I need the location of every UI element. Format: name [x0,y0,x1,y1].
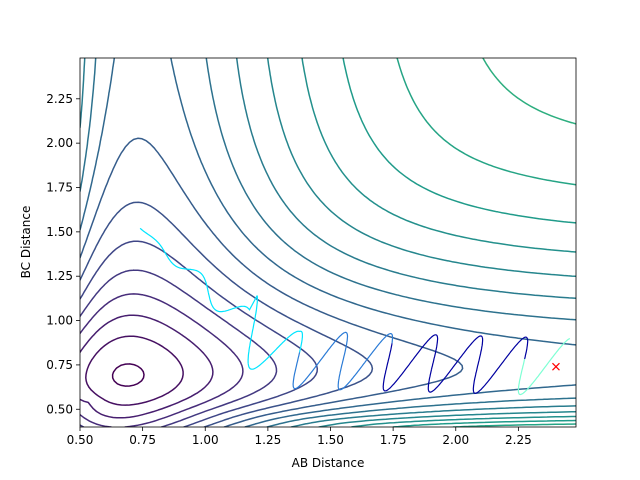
trajectory-segment [337,362,366,391]
x-tick-label: 2.25 [505,433,532,447]
trajectory-segment [157,241,174,265]
trajectory-segment [194,269,209,293]
trajectory-segment [472,352,511,394]
trajectory-segment [223,295,258,312]
contour-level [482,58,576,125]
trajectory-segment [428,334,439,370]
contour-level [85,335,184,406]
y-tick-label: 1.50 [46,225,73,239]
contour-lines [80,58,576,427]
plot-frame [79,57,577,428]
contour-level [80,240,319,427]
x-tick-label: 1.75 [380,433,407,447]
contour-level [80,293,244,427]
trajectory-segment [427,369,446,393]
y-tick-label: 2.25 [46,92,73,106]
contour-level [80,314,214,419]
trajectory-segment [172,263,195,271]
y-tick-label: 1.75 [46,181,73,195]
x-axis-label: AB Distance [292,456,365,470]
trajectory-segment [364,333,394,363]
end-marker [552,362,560,371]
trajectory-path [139,227,571,396]
y-tick-label: 1.00 [46,314,73,328]
trajectory-segment [509,336,529,360]
trajectory-segment [292,352,303,390]
trajectory-segment [207,292,225,313]
trajectory-segment [445,335,483,378]
trajectory-segment [301,332,345,385]
x-tick-label: 0.75 [129,433,156,447]
trajectory-segment [526,337,571,391]
x-tick-label: 1.25 [255,433,282,447]
y-tick-label: 0.50 [46,402,73,416]
y-axis-label: BC Distance [19,206,33,279]
y-tick-label: 1.25 [46,269,73,283]
x-tick-label: 0.50 [67,433,94,447]
x-tick-label: 1.00 [192,433,219,447]
end-marker-x [552,362,560,371]
trajectory-segment [139,227,159,243]
x-tick-label: 1.50 [317,433,344,447]
trajectory-segment [247,339,286,370]
trajectory-segment [338,331,349,381]
contour-level [80,201,374,427]
trajectory-segment [472,337,484,392]
y-tick-label: 0.75 [46,358,73,372]
trajectory-segment [517,358,528,396]
trajectory-segment [247,295,258,364]
trajectory-segment [382,343,393,392]
contour-level [111,363,145,387]
trajectory-segment [385,339,430,392]
y-axis-ticks: 0.50 0.75 1.00 1.25 1.50 1.75 2.00 2.25 [46,92,80,416]
trajectory-segment [284,330,303,353]
y-tick-label: 2.00 [46,136,73,150]
x-tick-label: 2.00 [442,433,469,447]
x-axis-ticks: 0.50 0.75 1.00 1.25 1.50 1.75 2.00 2.25 [67,427,532,447]
